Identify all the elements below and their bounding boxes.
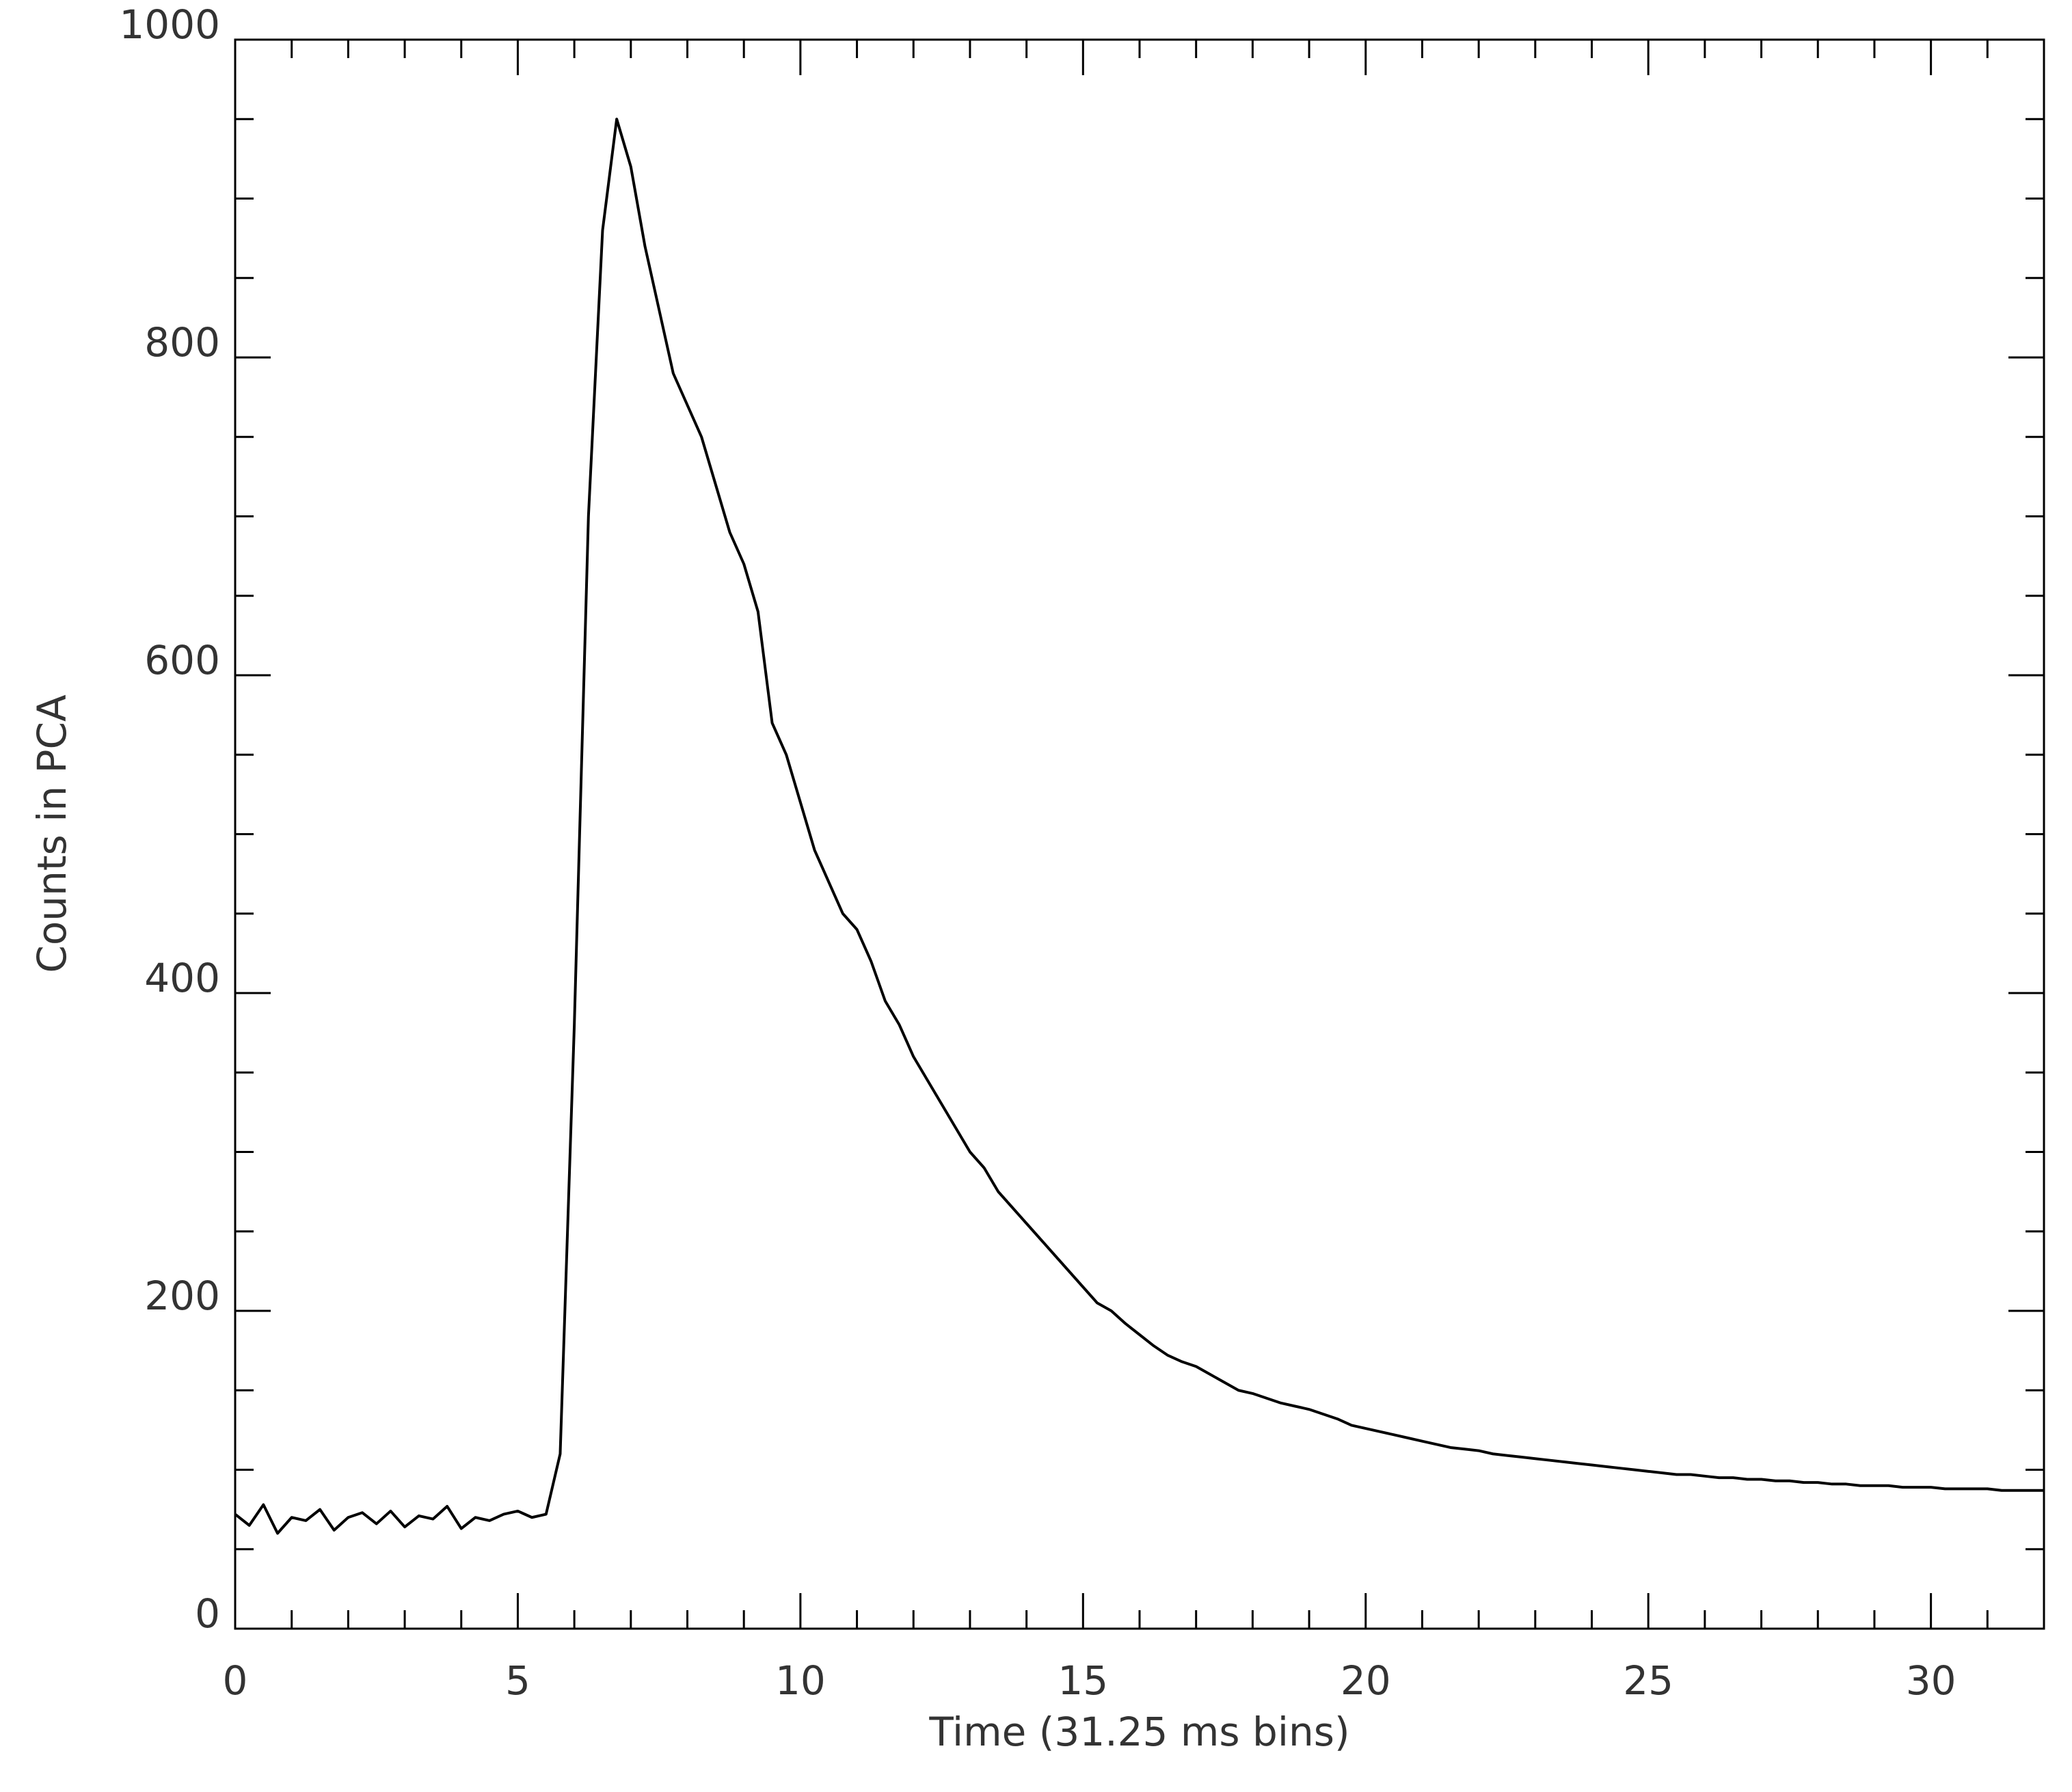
x-axis-label: Time (31.25 ms bins): [928, 1709, 1349, 1755]
y-tick-label: 400: [144, 955, 220, 1001]
data-line: [234, 118, 2044, 1535]
x-tick-label: 0: [223, 1657, 248, 1704]
y-tick-label: 800: [144, 319, 220, 366]
y-tick-label: 1000: [119, 1, 220, 48]
x-tick-label: 20: [1341, 1657, 1391, 1704]
y-tick-label: 600: [144, 637, 220, 683]
x-tick-label: 5: [505, 1657, 530, 1704]
y-axis-label: Counts in PCA: [29, 694, 75, 973]
plot-frame: [234, 38, 2045, 1630]
y-tick-label: 200: [144, 1273, 220, 1319]
x-tick-label: 25: [1623, 1657, 1673, 1704]
x-tick-label: 30: [1906, 1657, 1956, 1704]
y-tick-label: 0: [195, 1590, 220, 1637]
x-tick-label: 10: [775, 1657, 826, 1704]
x-tick-label: 15: [1058, 1657, 1108, 1704]
